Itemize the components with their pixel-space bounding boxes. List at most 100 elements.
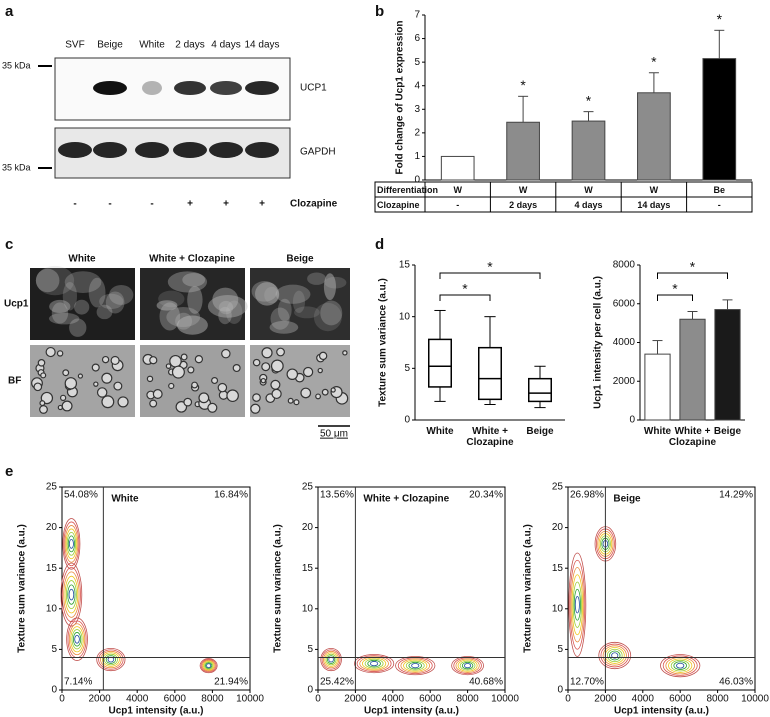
bar — [637, 92, 671, 181]
contour — [455, 658, 480, 673]
micrograph — [140, 268, 245, 340]
x-tick-label: 6000 — [164, 694, 187, 705]
cell — [156, 300, 178, 311]
cell — [269, 320, 299, 334]
bar — [571, 120, 606, 181]
contour — [665, 656, 695, 675]
droplet — [187, 366, 195, 374]
contour — [395, 656, 436, 676]
contour — [68, 538, 74, 549]
contour — [457, 659, 478, 672]
cell — [96, 304, 113, 320]
contour — [70, 626, 84, 653]
droplet — [180, 353, 188, 361]
table-cell: W — [453, 185, 462, 195]
contour — [105, 655, 117, 664]
x-tick-label: 8000 — [706, 694, 729, 705]
x-tick-label: 2000 — [344, 694, 367, 705]
droplet — [152, 389, 163, 399]
y-tick-label: 20 — [302, 522, 314, 533]
contour — [461, 661, 474, 670]
contour — [67, 584, 76, 605]
y-tick-label: 0 — [557, 685, 563, 696]
y-tick-label: 5 — [557, 644, 563, 655]
droplet — [261, 347, 273, 359]
x-tick-label: 10000 — [741, 694, 769, 705]
contour — [66, 532, 77, 556]
contour — [571, 574, 584, 636]
y-tick-label: 6000 — [613, 298, 636, 309]
contour — [71, 629, 83, 650]
droplet — [39, 400, 46, 407]
contour — [324, 652, 338, 667]
droplet — [59, 394, 67, 401]
treatment-sign: + — [223, 199, 229, 210]
contour — [451, 656, 484, 676]
contour — [98, 649, 124, 670]
y-axis-label: Texture sum variance (a.u.) — [523, 524, 534, 653]
cell — [64, 271, 102, 293]
y-tick-label: 15 — [302, 563, 314, 574]
droplet — [93, 381, 99, 387]
table-cell: Be — [714, 185, 726, 195]
droplet — [317, 367, 323, 374]
contour — [670, 659, 690, 672]
droplet — [101, 395, 115, 409]
contour — [570, 567, 585, 643]
cell — [166, 307, 201, 328]
x-axis-label: Ucp1 intensity (a.u.) — [108, 706, 203, 717]
lane-label: SVF — [65, 40, 84, 51]
contour — [673, 661, 687, 670]
contour — [573, 588, 581, 621]
x-tick-label: 8000 — [201, 694, 224, 705]
contour — [60, 562, 83, 627]
droplet — [175, 401, 188, 413]
panel-label: c — [5, 236, 13, 253]
droplet — [183, 397, 193, 407]
contour — [600, 643, 629, 668]
droplet — [315, 393, 322, 400]
table-cell: 14 days — [637, 200, 670, 210]
droplet — [61, 400, 73, 412]
band — [209, 142, 243, 158]
contour — [101, 652, 120, 667]
significance: * — [690, 259, 696, 275]
cell — [294, 306, 320, 319]
cell — [176, 315, 208, 335]
table-cell: - — [718, 200, 721, 210]
cell — [35, 265, 75, 296]
cell — [51, 302, 69, 324]
droplet — [300, 387, 312, 399]
cell — [324, 276, 347, 289]
droplet — [169, 354, 182, 368]
contour — [62, 518, 81, 570]
droplet — [261, 362, 271, 372]
cell — [313, 302, 342, 332]
droplet — [211, 377, 219, 385]
x-tick-label: 8000 — [456, 694, 479, 705]
droplet — [250, 403, 261, 414]
y-tick-label: 0 — [629, 415, 635, 426]
cell — [74, 299, 90, 315]
cell — [167, 271, 208, 293]
droplet — [113, 381, 123, 391]
quadrant: 13.56% — [320, 490, 354, 501]
cell — [323, 273, 336, 301]
cell — [49, 299, 71, 313]
quadrant: 7.14% — [64, 677, 92, 688]
cell — [207, 294, 248, 318]
y-tick-label: 10 — [399, 311, 411, 322]
contour — [74, 634, 80, 644]
y-tick-label: 15 — [399, 260, 411, 271]
bar — [714, 309, 741, 421]
cell — [35, 268, 60, 293]
quadrant: 14.29% — [719, 490, 753, 501]
treatment-label: Clozapine — [290, 199, 338, 210]
band — [93, 81, 127, 95]
x-tick-label: Beige — [526, 426, 554, 437]
contour — [668, 658, 693, 673]
droplet — [40, 372, 47, 379]
cell — [99, 293, 124, 310]
x-tick-label: 0 — [59, 694, 65, 705]
droplet — [232, 364, 241, 373]
